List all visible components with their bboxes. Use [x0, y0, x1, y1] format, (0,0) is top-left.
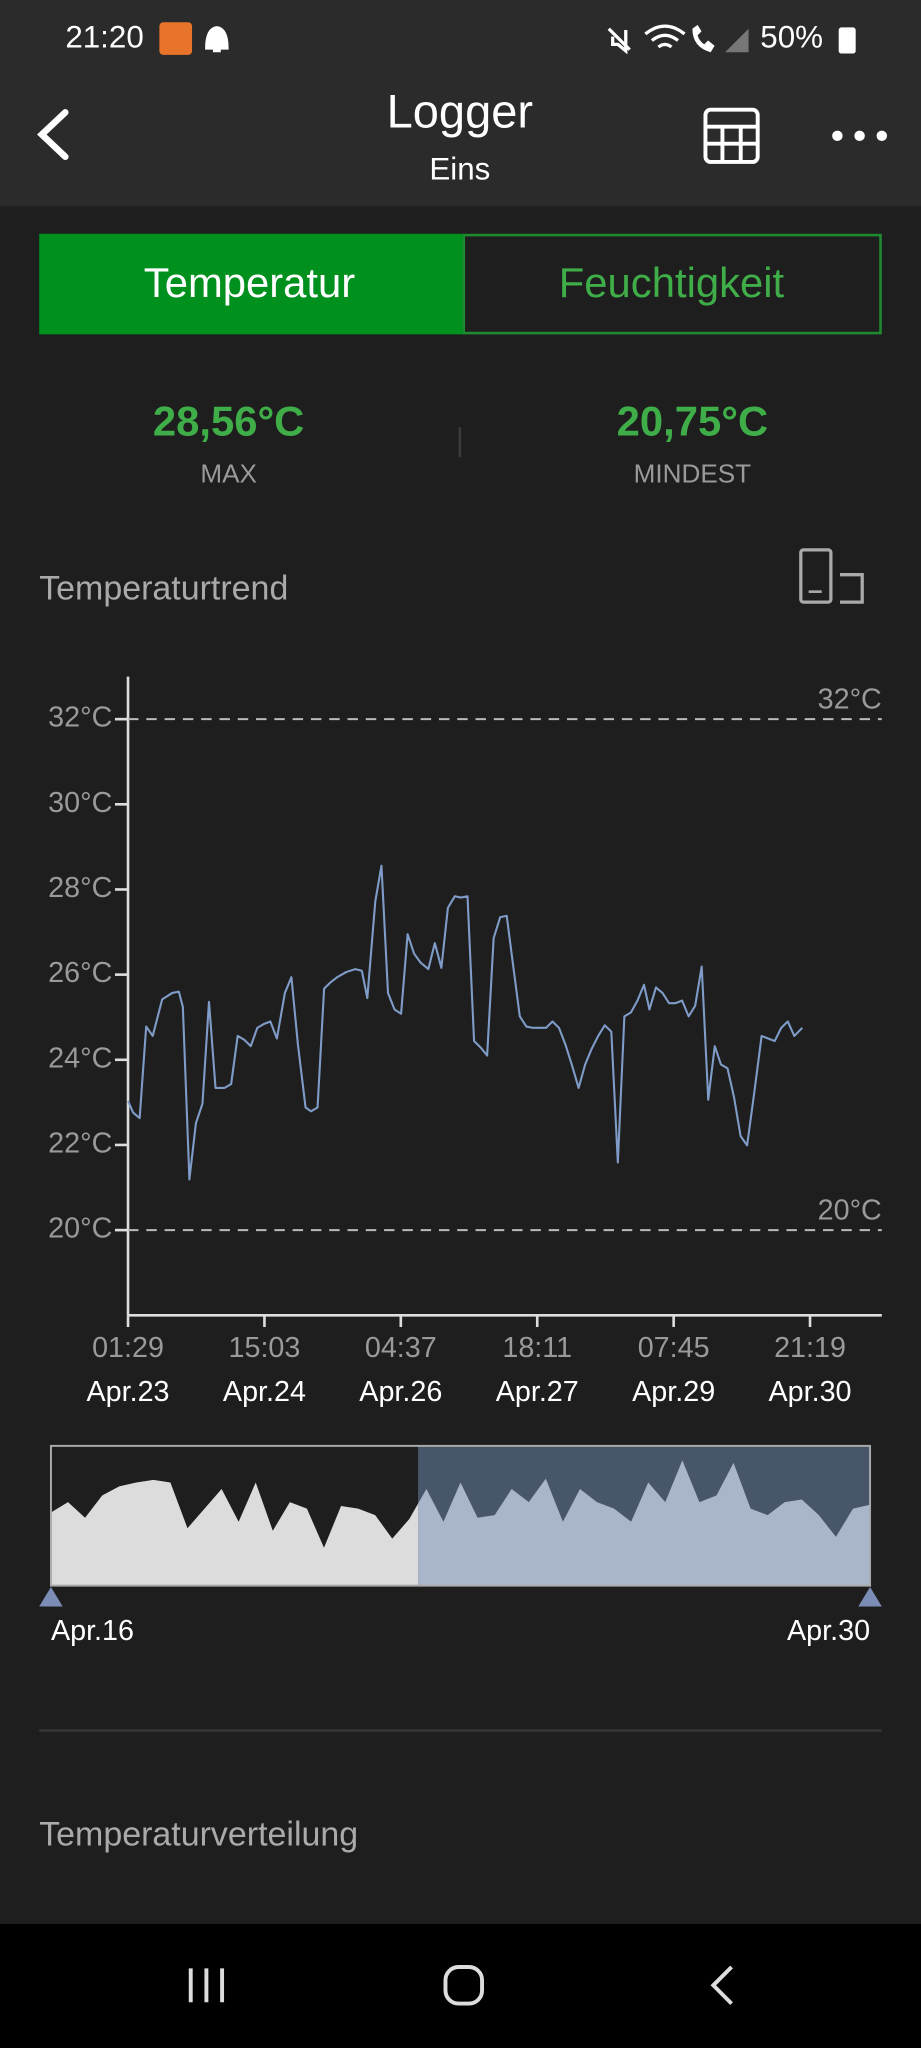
home-button[interactable]: [443, 1965, 485, 2006]
signal-icon: [725, 28, 749, 53]
stat-label: MAX: [200, 458, 257, 488]
y-tick-label: 32°C: [48, 702, 112, 734]
bell-icon: [205, 26, 229, 53]
battery-icon: [838, 27, 856, 54]
recents-button[interactable]: [188, 1968, 225, 2003]
x-tick-date: Apr.24: [223, 1376, 306, 1408]
x-tick-date: Apr.27: [496, 1376, 579, 1408]
navigator-frame: [49, 1444, 872, 1587]
range-handle[interactable]: [39, 1586, 63, 1607]
tab[interactable]: [462, 233, 882, 335]
threshold-label: 32°C: [818, 683, 882, 715]
back-button[interactable]: [37, 109, 69, 160]
call-icon: [692, 24, 715, 53]
battery-level: 50%: [760, 19, 823, 54]
x-tick-label: 21:19: [774, 1332, 846, 1364]
x-tick-date: Apr.29: [632, 1376, 715, 1408]
range-label: Apr.16: [51, 1615, 134, 1647]
nav-back-button[interactable]: [710, 1965, 733, 2005]
y-tick-label: 22°C: [48, 1128, 112, 1160]
section-title: Temperaturverteilung: [39, 1815, 358, 1853]
wifi-icon: [644, 24, 686, 49]
stat-label: MINDEST: [634, 458, 752, 488]
tab-selected[interactable]: [39, 233, 463, 335]
status-time: 21:20: [65, 19, 143, 54]
x-tick-date: Apr.23: [87, 1376, 170, 1408]
x-tick-label: 01:29: [92, 1332, 164, 1364]
x-tick-date: Apr.26: [359, 1376, 442, 1408]
stat-value: 20,75°C: [617, 398, 769, 445]
app-bar: [0, 0, 921, 207]
header-title: Logger: [387, 84, 533, 137]
navigator-area: [50, 1479, 419, 1586]
app-notification-icon: [159, 22, 193, 55]
x-tick-date: Apr.30: [769, 1376, 852, 1408]
more-button[interactable]: [832, 130, 888, 142]
y-tick-label: 24°C: [48, 1042, 112, 1074]
y-tick-label: 30°C: [48, 787, 112, 819]
threshold-label: 20°C: [818, 1194, 882, 1226]
x-tick-label: 04:37: [365, 1332, 437, 1364]
range-label: Apr.30: [787, 1615, 870, 1647]
navigator-area-selected: [418, 1460, 871, 1586]
y-tick-label: 28°C: [48, 872, 112, 904]
section-title: Temperaturtrend: [39, 569, 288, 607]
temperature-line: [127, 864, 804, 1181]
table-button[interactable]: [703, 107, 760, 164]
y-tick-label: 20°C: [48, 1213, 112, 1245]
header-subtitle: Eins: [429, 151, 490, 186]
mute-icon: [607, 27, 631, 55]
navigation-bar: [0, 1923, 921, 2048]
y-tick-label: 26°C: [48, 957, 112, 989]
rotate-button[interactable]: [799, 548, 864, 604]
tab-label: Temperatur: [144, 259, 355, 306]
x-tick-label: 07:45: [638, 1332, 710, 1364]
x-tick-label: 15:03: [228, 1332, 300, 1364]
range-handle[interactable]: [858, 1586, 882, 1607]
x-tick-label: 18:11: [502, 1332, 572, 1364]
tab-label: Feuchtigkeit: [559, 259, 785, 306]
stat-value: 28,56°C: [153, 398, 305, 445]
